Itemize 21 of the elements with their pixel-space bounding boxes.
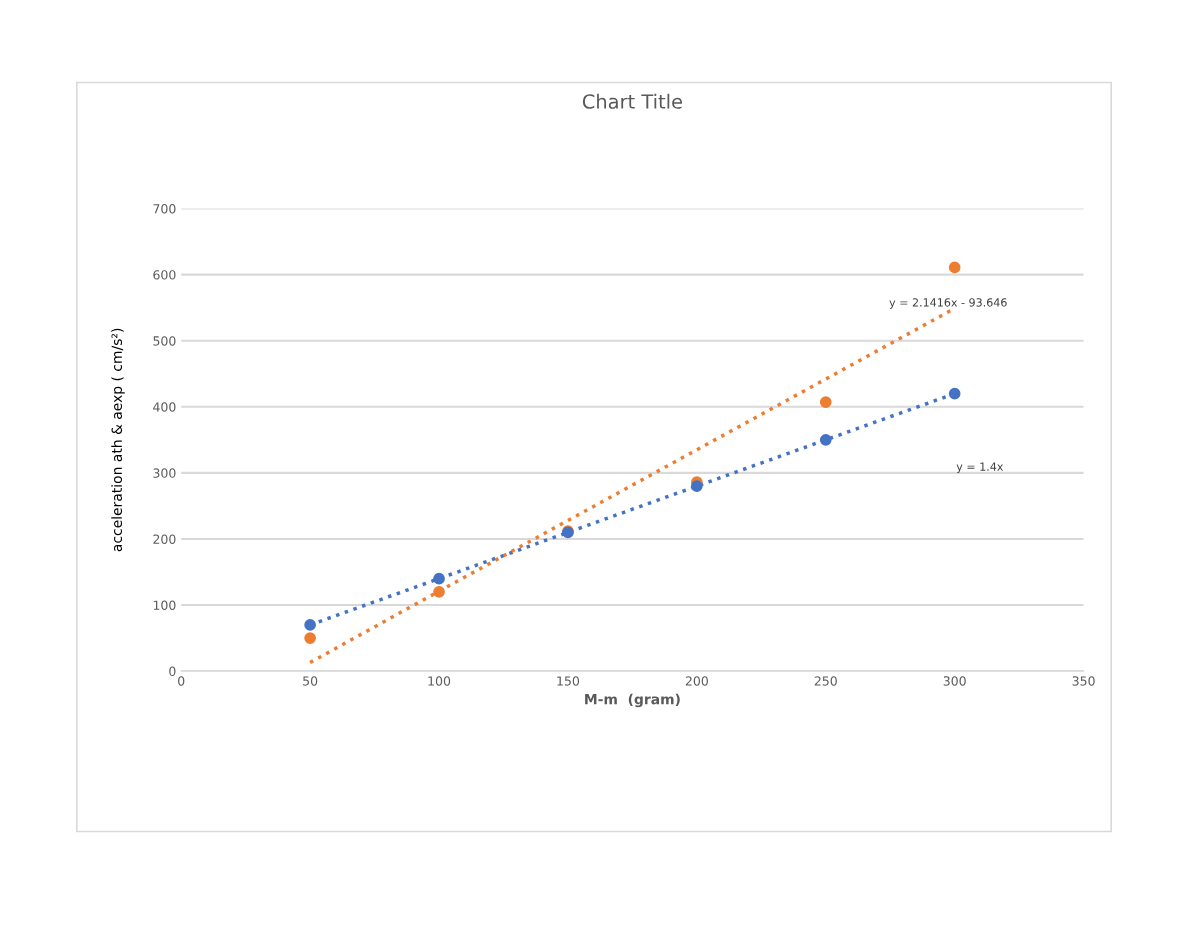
- chart-title: Chart Title: [582, 93, 683, 109]
- x-tick-label: 200: [685, 676, 708, 686]
- y-tick-label: 400: [153, 402, 176, 412]
- y-tick-label: 600: [153, 270, 176, 280]
- x-tick-label: 100: [428, 676, 451, 686]
- x-tick-label: 250: [814, 676, 837, 686]
- y-axis-title: acceleration ath & aexp ( cm/s²): [111, 328, 125, 552]
- y-tick-label: 0: [169, 666, 176, 677]
- x-tick-label: 0: [178, 676, 185, 686]
- x-tick-label: 150: [557, 676, 580, 686]
- y-tick-label: 200: [153, 534, 176, 544]
- x-tick-label: 50: [303, 676, 318, 686]
- y-tick-label: 300: [153, 468, 176, 478]
- x-tick-label: 300: [943, 676, 966, 686]
- annotation: y = 1.4x: [956, 462, 1004, 473]
- annotation: y = 2.1416x - 93.646: [889, 298, 1007, 309]
- x-tick-label: 350: [1072, 676, 1095, 686]
- y-tick-label: 100: [153, 600, 176, 610]
- x-axis-title: M-m (gram): [585, 693, 680, 708]
- y-tick-label: 700: [153, 204, 176, 214]
- y-tick-label: 500: [153, 336, 176, 346]
